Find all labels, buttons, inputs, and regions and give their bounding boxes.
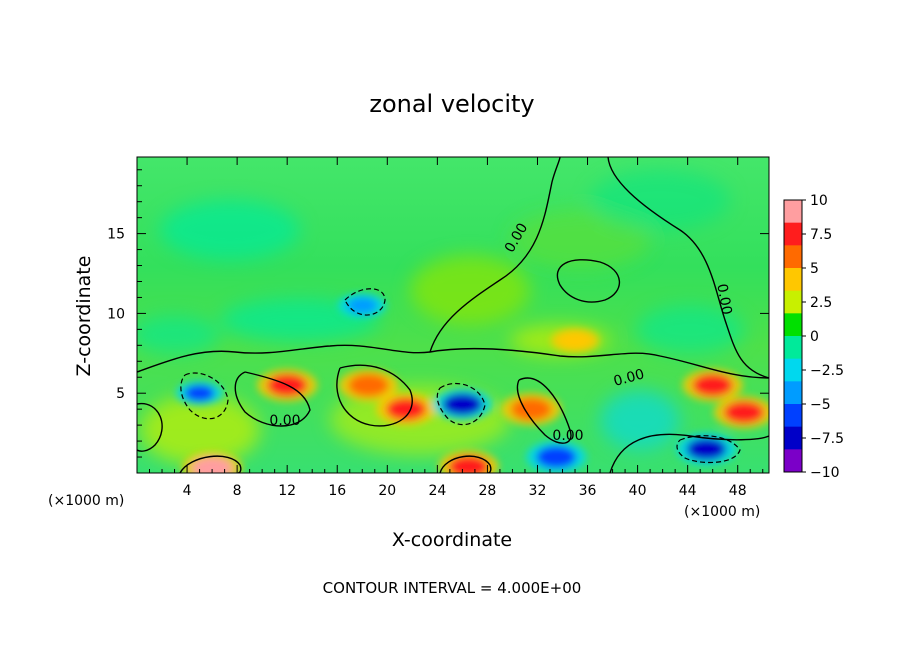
x-tick-marks [149, 157, 764, 473]
contour-line [439, 455, 492, 473]
contour-interval-text: CONTOUR INTERVAL = 4.000E+00 [323, 579, 582, 597]
colorbar-tick-label: 2.5 [810, 295, 832, 311]
anomaly-core [723, 401, 764, 424]
colorbar-tick-label: 5 [810, 261, 819, 277]
contour-line [516, 377, 572, 444]
y-axis-label: Z-coordinate [73, 256, 95, 377]
y-tick-label: 10 [107, 306, 125, 322]
x-tick-label: 12 [278, 483, 296, 499]
anomaly-core [386, 398, 427, 421]
x-tick-label: 20 [378, 483, 396, 499]
contour-line [234, 371, 311, 427]
colorbar-segment [784, 336, 802, 360]
contour-line [336, 364, 413, 427]
colorbar-tick-label: −5 [810, 397, 831, 413]
x-unit-label-left: (×1000 m) [48, 493, 124, 509]
y-tick-marks [137, 169, 769, 458]
x-tick-label: 40 [629, 483, 647, 499]
contour-line [609, 433, 769, 473]
y-axis: 5 10 15 [107, 169, 769, 458]
colorbar-tick-label: −10 [810, 465, 840, 481]
anomaly-core [511, 398, 552, 421]
contour-label: 0.00 [713, 283, 734, 316]
colorbar-segment [784, 313, 802, 337]
x-unit-label-right: (×1000 m) [684, 504, 760, 520]
y-tick-label: 5 [116, 386, 125, 402]
colorbar-tick-label: 10 [810, 193, 828, 209]
anomaly-core [442, 393, 483, 416]
anomaly-core [348, 374, 389, 397]
colorbar-segment [784, 222, 802, 246]
colorbar-tick-label: −2.5 [810, 363, 844, 379]
colorbar-tick-label: 0 [810, 329, 819, 345]
colorbar-segment [784, 449, 802, 473]
x-tick-label: 16 [328, 483, 346, 499]
plot-frame [136, 156, 770, 474]
contour-line-negative [344, 288, 386, 316]
x-tick-label: 28 [479, 483, 497, 499]
contour-line [429, 157, 561, 353]
x-tick-label: 24 [428, 483, 446, 499]
contour-label: 0.00 [269, 413, 300, 429]
anomaly-core [192, 457, 233, 473]
anomaly-core [560, 332, 591, 349]
contour-line-negative [676, 435, 741, 464]
contour-label: 0.00 [552, 428, 583, 444]
anomaly-layer [175, 293, 769, 473]
x-axis: 4 8 12 16 20 24 28 32 36 40 44 48 [149, 157, 764, 499]
anomaly-core [347, 297, 378, 314]
chart-title: zonal velocity [369, 90, 534, 118]
colorbar-segment [784, 381, 802, 405]
x-tick-label: 36 [579, 483, 597, 499]
colorbar-segment [784, 290, 802, 314]
contour-line-negative [180, 372, 229, 420]
colorbar-segment [784, 268, 802, 292]
contour-line-negative [436, 382, 486, 426]
colorbar-segments [784, 200, 802, 473]
contour-line [137, 403, 163, 452]
colorbar-segment [784, 245, 802, 269]
x-axis-label: X-coordinate [392, 529, 512, 551]
colorbar-segment [784, 200, 802, 224]
anomaly-core [448, 455, 489, 473]
x-tick-label: 48 [729, 483, 747, 499]
contour-label: 0.00 [612, 366, 646, 390]
y-tick-label: 15 [107, 227, 125, 243]
colorbar-tick-label: −7.5 [810, 431, 844, 447]
x-tick-labels: 4 8 12 16 20 24 28 32 36 40 44 48 [183, 483, 747, 499]
colorbar-tick-labels: 10 7.5 5 2.5 0 −2.5 −5 −7.5 −10 [802, 193, 844, 481]
x-tick-label: 8 [233, 483, 242, 499]
contour-line [556, 259, 621, 303]
x-tick-label: 4 [183, 483, 192, 499]
colorbar-segment [784, 358, 802, 382]
contour-line [607, 157, 769, 379]
colorbar: 10 7.5 5 2.5 0 −2.5 −5 −7.5 −10 [783, 193, 844, 481]
anomaly-core [692, 374, 733, 397]
x-tick-label: 32 [529, 483, 547, 499]
colorbar-segment [784, 426, 802, 450]
colorbar-segment [784, 404, 802, 428]
anomaly-core [184, 385, 215, 402]
colorbar-tick-label: 7.5 [810, 227, 832, 243]
anomaly-core [686, 438, 727, 461]
contour-line [179, 455, 242, 473]
y-tick-labels: 5 10 15 [107, 227, 125, 403]
x-tick-label: 44 [679, 483, 697, 499]
anomaly-core [536, 446, 577, 469]
plot-area: 0.000.000.000.000.00 [137, 157, 769, 473]
